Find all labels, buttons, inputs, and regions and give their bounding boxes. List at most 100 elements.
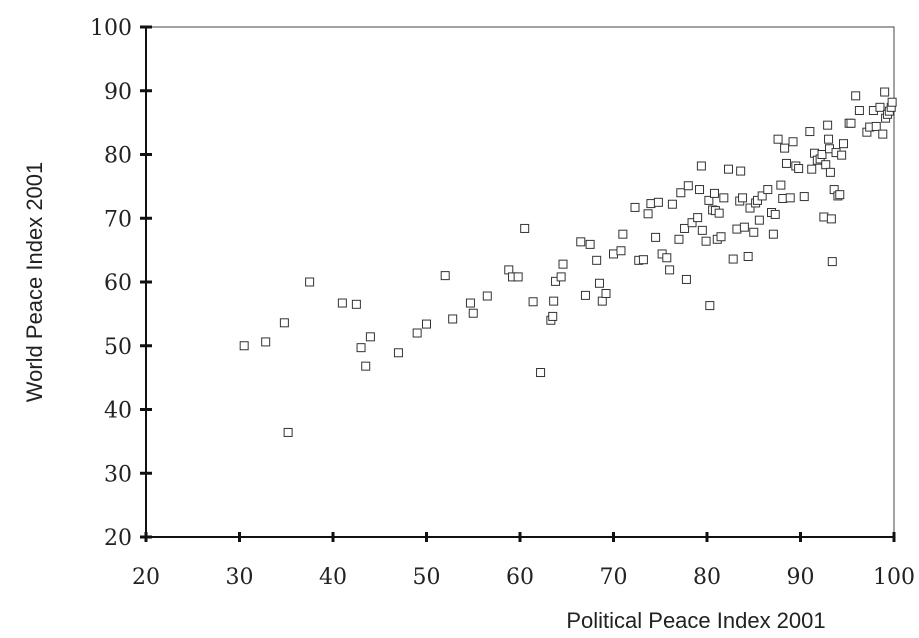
data-point xyxy=(601,288,611,298)
data-point xyxy=(794,164,804,174)
data-point xyxy=(558,259,568,269)
y-tick-label: 70 xyxy=(104,207,132,232)
data-point xyxy=(393,348,403,358)
data-point xyxy=(356,343,366,353)
data-point xyxy=(875,102,885,112)
data-point xyxy=(719,193,729,203)
data-point xyxy=(585,239,595,249)
data-point xyxy=(728,254,738,264)
data-point xyxy=(871,121,881,131)
data-point xyxy=(239,341,249,351)
data-point xyxy=(878,129,888,139)
data-point xyxy=(887,97,897,107)
data-point xyxy=(839,139,849,149)
data-point xyxy=(846,118,856,128)
data-point xyxy=(638,255,648,265)
data-point xyxy=(854,106,864,116)
data-point xyxy=(757,191,767,201)
data-point xyxy=(667,199,677,209)
data-point xyxy=(773,134,783,144)
data-point xyxy=(739,222,749,232)
data-point xyxy=(785,193,795,203)
data-point xyxy=(616,246,626,256)
data-point xyxy=(448,314,458,324)
y-tick-label: 80 xyxy=(104,144,132,169)
data-point xyxy=(821,160,831,170)
data-point xyxy=(576,237,586,247)
data-point xyxy=(745,203,755,213)
data-point xyxy=(695,185,705,195)
x-tick-label: 70 xyxy=(600,565,628,590)
data-point xyxy=(743,252,753,261)
data-point xyxy=(693,213,703,223)
data-point xyxy=(697,225,707,235)
data-point xyxy=(680,223,690,233)
data-point xyxy=(337,298,347,308)
data-point xyxy=(837,150,847,160)
data-point xyxy=(556,272,566,282)
x-tick-label: 80 xyxy=(693,565,721,590)
data-point xyxy=(261,337,271,347)
data-point xyxy=(824,134,834,144)
data-point xyxy=(482,291,492,301)
data-point xyxy=(630,202,640,212)
data-point xyxy=(738,193,748,203)
data-point xyxy=(709,188,719,198)
data-point xyxy=(592,255,602,265)
data-point xyxy=(851,91,861,101)
data-point xyxy=(662,253,672,263)
data-point xyxy=(597,296,607,306)
data-point xyxy=(825,167,835,177)
y-tick-label: 30 xyxy=(104,462,132,487)
data-point xyxy=(826,214,836,224)
x-tick-label: 30 xyxy=(226,565,254,590)
data-point xyxy=(736,166,746,176)
data-point xyxy=(279,318,289,328)
data-point xyxy=(705,301,715,311)
data-point xyxy=(807,164,817,174)
data-point xyxy=(788,137,798,147)
data-point xyxy=(465,298,475,308)
x-axis-ticks: 20 30 40 50 60 70 80 90 100 xyxy=(132,532,915,590)
data-point xyxy=(701,236,711,246)
data-point xyxy=(754,215,764,225)
data-point xyxy=(536,368,546,378)
data-point xyxy=(716,232,726,242)
data-point xyxy=(827,257,837,267)
y-tick-label: 50 xyxy=(104,335,132,360)
data-point xyxy=(609,249,618,259)
data-point xyxy=(665,265,675,275)
x-tick-label: 40 xyxy=(319,565,347,590)
data-point xyxy=(365,332,375,342)
data-point xyxy=(770,209,780,219)
data-point xyxy=(351,299,361,309)
data-point xyxy=(422,319,431,329)
x-tick-label: 20 xyxy=(132,565,160,590)
x-tick-label: 60 xyxy=(506,565,534,590)
y-axis-ticks: 20 30 40 50 60 70 80 90 100 xyxy=(90,16,152,551)
data-point xyxy=(724,164,734,174)
data-point xyxy=(835,190,845,200)
data-point xyxy=(440,271,450,281)
data-point xyxy=(687,218,697,228)
y-tick-label: 90 xyxy=(104,80,132,105)
data-point xyxy=(880,87,890,97)
x-tick-label: 100 xyxy=(873,565,915,590)
data-point xyxy=(305,277,315,287)
data-point xyxy=(696,161,706,171)
data-point xyxy=(805,127,815,137)
data-point xyxy=(594,278,604,288)
data-points xyxy=(239,87,897,437)
data-point xyxy=(468,308,478,318)
data-point xyxy=(768,229,778,239)
data-point xyxy=(643,209,653,219)
data-point xyxy=(819,212,829,222)
y-axis-label: World Peace Index 2001 xyxy=(22,162,47,403)
data-point xyxy=(763,185,773,195)
y-tick-label: 100 xyxy=(90,16,132,41)
data-point xyxy=(781,158,791,168)
x-tick-label: 50 xyxy=(413,565,441,590)
data-point xyxy=(549,296,559,306)
data-point xyxy=(674,234,684,244)
